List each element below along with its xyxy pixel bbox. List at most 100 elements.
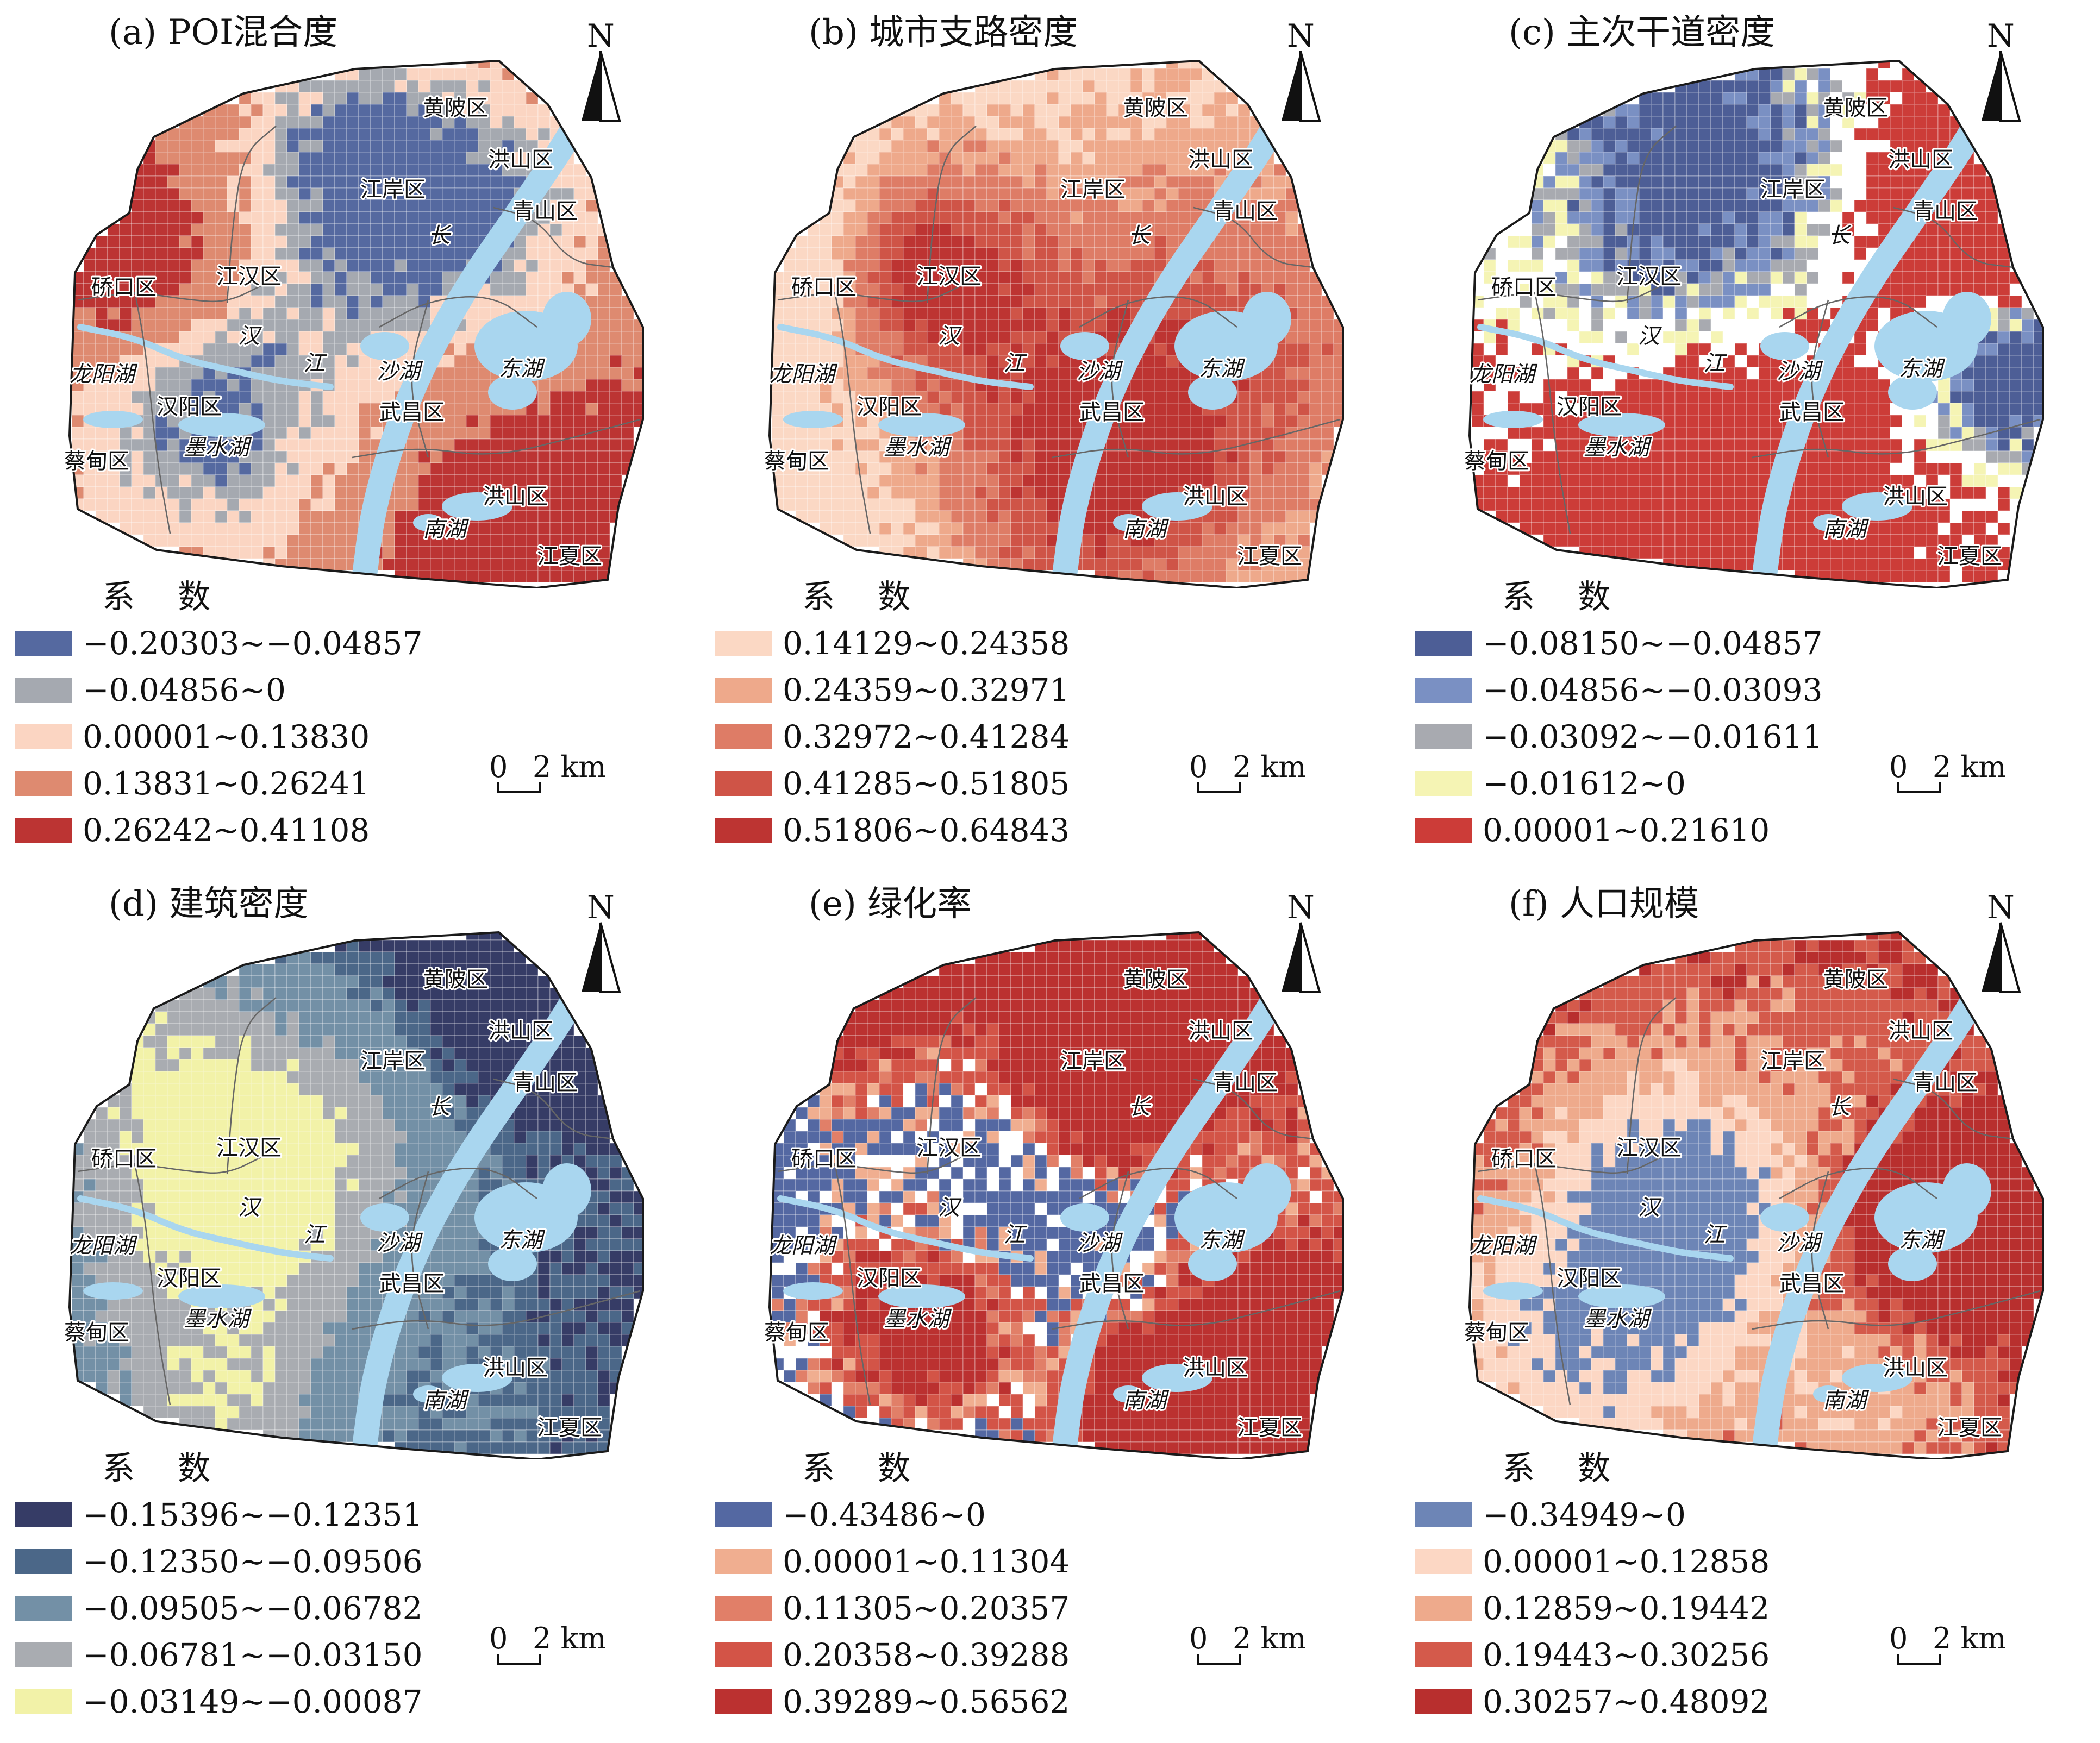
grid-cell (998, 486, 1011, 499)
grid-cell (1202, 80, 1215, 93)
grid-cell (478, 68, 491, 81)
grid-cell (1106, 558, 1119, 571)
grid-cell (951, 164, 964, 177)
grid-cell (358, 379, 371, 392)
grid-cell (322, 427, 335, 440)
grid-cell (358, 415, 371, 428)
grid-cell (1842, 80, 1854, 92)
grid-cell (903, 522, 916, 535)
grid-cell (1591, 199, 1604, 212)
grid-cell (621, 438, 634, 452)
grid-cell (394, 211, 407, 224)
grid-cell (1058, 355, 1071, 368)
grid-cell (1866, 187, 1879, 200)
grid-cell (1142, 462, 1155, 475)
grid-cell (203, 319, 216, 332)
grid-cell (1154, 247, 1167, 260)
grid-cell (597, 498, 610, 511)
grid-cell (526, 104, 539, 117)
grid-cell (1022, 283, 1035, 296)
grid-cell (1591, 152, 1604, 165)
grid-cell (227, 462, 240, 475)
grid-cell (1639, 331, 1651, 343)
grid-cell (831, 486, 844, 499)
grid-cell (974, 474, 988, 487)
grid-cell (1902, 259, 1915, 272)
grid-cell (227, 247, 240, 260)
grid-cell (274, 223, 288, 236)
grid-cell (1130, 199, 1143, 212)
grid-cell (1070, 223, 1083, 236)
grid-cell (203, 510, 216, 523)
grid-cell (143, 199, 156, 212)
grid-cell (1866, 319, 1879, 332)
grid-cell (998, 235, 1011, 248)
grid-cell (538, 450, 551, 463)
grid-cell (382, 140, 395, 153)
grid-cell (1496, 236, 1508, 248)
grid-cell (1058, 116, 1071, 129)
grid-cell (1058, 247, 1071, 260)
grid-cell (903, 534, 916, 547)
grid-cell (783, 391, 796, 404)
grid-cell (1496, 296, 1508, 308)
grid-cell (867, 187, 880, 200)
grid-cell (191, 128, 204, 141)
grid-cell (561, 462, 574, 475)
grid-cell (1735, 308, 1747, 319)
grid-cell (1249, 247, 1262, 260)
grid-cell (795, 391, 808, 404)
grid-cell (1154, 187, 1167, 200)
grid-cell (466, 534, 479, 547)
grid-cell (807, 391, 820, 404)
grid-cell (1142, 187, 1155, 200)
grid-cell (1758, 68, 1771, 81)
grid-cell (1890, 283, 1903, 296)
grid-cell (1273, 450, 1286, 463)
grid-cell (1698, 450, 1711, 463)
grid-cell (1985, 211, 1998, 224)
grid-cell (1249, 379, 1262, 392)
grid-cell (1627, 116, 1640, 129)
grid-cell (143, 307, 156, 320)
grid-cell (466, 152, 479, 165)
grid-cell (843, 235, 856, 248)
grid-cell (454, 199, 467, 212)
grid-cell (251, 247, 264, 260)
grid-cell (1094, 128, 1107, 141)
grid-cell (1285, 271, 1298, 284)
grid-cell (1866, 235, 1879, 248)
grid-cell (903, 128, 916, 141)
grid-cell (143, 486, 156, 499)
grid-cell (573, 235, 586, 248)
grid-cell (843, 247, 856, 260)
grid-cell (1070, 104, 1083, 117)
grid-cell (573, 486, 586, 499)
grid-cell (1202, 570, 1215, 583)
grid-cell (1261, 223, 1274, 236)
grid-cell (962, 295, 976, 308)
grid-cell (609, 283, 622, 296)
grid-cell (573, 474, 586, 487)
grid-cell (1106, 283, 1119, 296)
grid-cell (1555, 403, 1567, 415)
grid-cell (322, 271, 335, 284)
grid-cell (1118, 283, 1131, 296)
grid-cell (879, 259, 892, 272)
grid-cell (1603, 223, 1616, 236)
grid-cell (1532, 379, 1543, 391)
grid-cell (1130, 486, 1143, 499)
grid-cell (962, 486, 976, 499)
grid-cell (1699, 331, 1711, 343)
grid-cell (406, 247, 419, 260)
grid-cell (951, 295, 964, 308)
grid-cell (191, 367, 204, 380)
grid-cell (1734, 80, 1747, 93)
grid-cell (227, 498, 240, 511)
grid-cell (951, 546, 964, 559)
scale-zero: 0 (1189, 750, 1208, 784)
grid-cell (962, 223, 976, 236)
grid-cell (1854, 355, 1866, 367)
grid-cell (334, 367, 347, 380)
grid-cell (1914, 92, 1927, 105)
